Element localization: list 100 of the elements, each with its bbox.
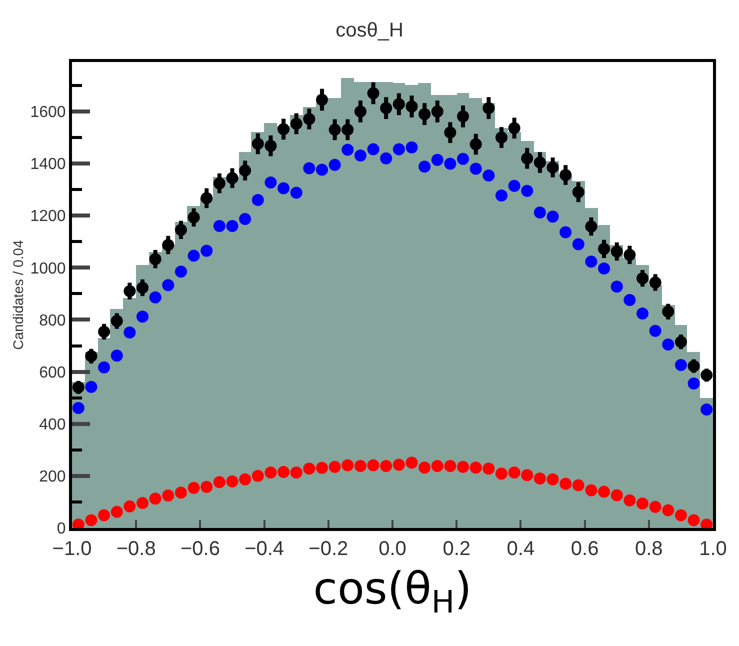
point: [662, 306, 674, 318]
point: [149, 291, 162, 304]
point: [303, 162, 316, 174]
point: [470, 138, 482, 150]
point: [328, 124, 341, 136]
point: [431, 460, 444, 472]
point: [303, 462, 316, 475]
x-tick-label: −0.2: [308, 538, 348, 560]
point: [392, 98, 405, 110]
point: [213, 220, 226, 232]
point: [392, 143, 405, 156]
point: [649, 276, 662, 288]
point: [624, 294, 636, 306]
y-tick-label: 1400: [30, 156, 66, 174]
point: [162, 489, 174, 502]
point: [264, 140, 277, 152]
point: [508, 122, 520, 134]
point: [85, 380, 98, 393]
point: [85, 350, 98, 362]
point: [342, 459, 354, 472]
point: [200, 244, 213, 257]
point: [239, 164, 252, 177]
point: [380, 460, 392, 472]
point: [342, 124, 354, 136]
point: [367, 459, 380, 472]
point: [546, 473, 559, 486]
point: [316, 164, 328, 176]
point: [226, 172, 238, 184]
chart-title: cosθ_H: [336, 20, 404, 42]
point: [239, 212, 252, 225]
point: [585, 484, 598, 496]
point: [649, 324, 662, 337]
x-tick-label: −0.6: [180, 538, 220, 560]
point: [636, 307, 648, 320]
point: [470, 162, 482, 175]
point: [149, 492, 162, 505]
point: [406, 141, 418, 154]
point: [495, 190, 508, 202]
point: [700, 404, 713, 416]
point: [662, 504, 674, 516]
point: [85, 514, 98, 526]
point: [252, 138, 264, 150]
point: [482, 170, 495, 182]
point: [136, 310, 149, 323]
point: [406, 456, 418, 469]
point: [124, 285, 136, 298]
point: [303, 113, 316, 126]
point: [560, 226, 572, 238]
point: [688, 514, 700, 526]
point: [572, 479, 584, 492]
point: [98, 361, 110, 374]
point: [560, 168, 572, 181]
point: [418, 160, 431, 173]
point: [354, 149, 366, 162]
point: [98, 326, 110, 338]
point: [354, 105, 366, 118]
point: [598, 486, 610, 498]
point: [546, 210, 559, 223]
point: [72, 402, 84, 414]
point: [124, 500, 136, 512]
y-tick-label: 400: [39, 416, 66, 434]
point: [290, 118, 302, 130]
point: [110, 506, 123, 518]
point: [598, 242, 610, 255]
point: [392, 458, 405, 471]
y-tick-label: 1600: [30, 104, 66, 122]
point: [560, 478, 572, 490]
point: [482, 462, 495, 475]
point: [342, 144, 354, 156]
point: [495, 468, 508, 480]
x-tick-label: −0.4: [244, 538, 284, 560]
point: [534, 206, 546, 218]
point: [534, 472, 546, 485]
point: [226, 475, 238, 488]
point: [367, 87, 380, 100]
point: [278, 182, 290, 194]
point: [354, 460, 366, 472]
y-tick-label: 1000: [30, 260, 66, 278]
point: [444, 460, 456, 472]
point: [508, 466, 520, 479]
point: [213, 476, 226, 488]
point: [110, 315, 123, 328]
point: [380, 102, 392, 114]
point: [110, 350, 123, 362]
point: [367, 143, 380, 156]
point: [239, 473, 252, 486]
point: [188, 250, 200, 262]
point: [149, 253, 162, 266]
x-tick-label: 0.8: [634, 538, 663, 560]
x-tick-label: 1.0: [699, 538, 727, 560]
point: [495, 132, 508, 144]
x-tick-label: −1.0: [52, 538, 92, 560]
point: [188, 482, 200, 494]
point: [636, 272, 648, 284]
point: [200, 480, 213, 493]
point: [585, 256, 598, 268]
point: [188, 211, 200, 224]
point: [418, 108, 431, 120]
x-tick-label: 0.4: [506, 538, 535, 560]
point: [572, 186, 584, 198]
